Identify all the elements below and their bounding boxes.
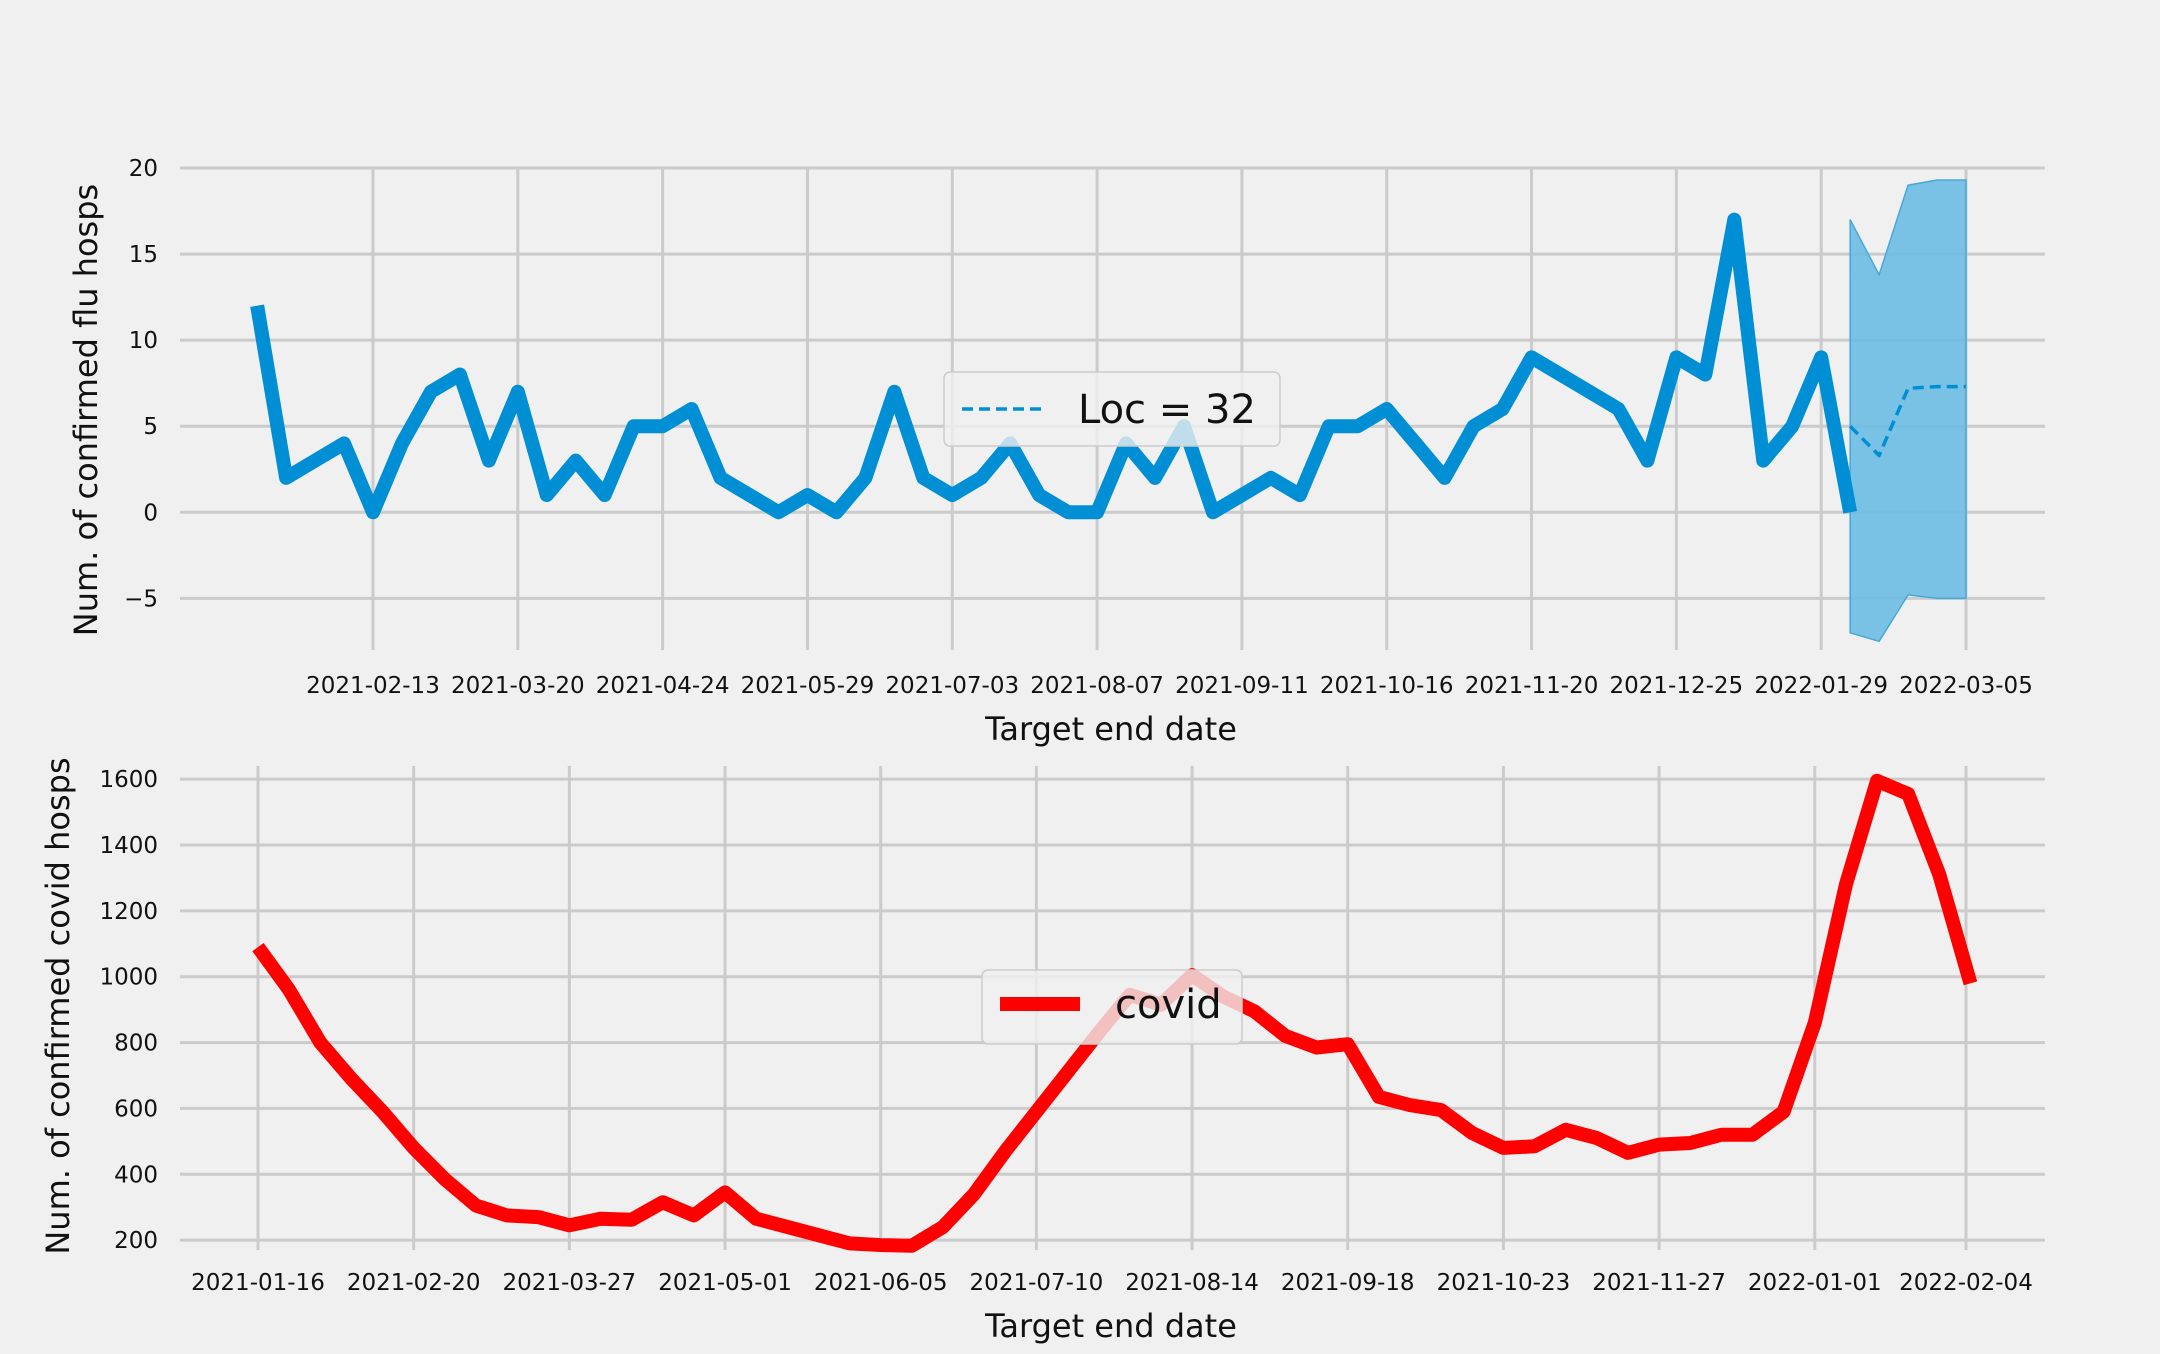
flu-x-ticks: 2021-02-13 2021-03-20 2021-04-24 2021-05-29…: [306, 673, 2033, 699]
y-tick-label: 10: [129, 328, 158, 354]
flu-legend-label: Loc = 32: [1078, 387, 1256, 433]
x-tick-label: 2021-03-20: [451, 673, 585, 699]
y-tick-label: 5: [143, 414, 158, 440]
flu-y-axis-label: Num. of confirmed flu hosps: [67, 184, 105, 636]
flu-prediction-band-group: [1849, 179, 1967, 643]
x-tick-label: 2021-11-20: [1465, 673, 1599, 699]
x-tick-label: 2021-01-16: [191, 1270, 325, 1296]
y-tick-label: 200: [114, 1228, 158, 1254]
flu-chart: −5 0 5 10 15 20 2021-02-13 2021-03-20 2021-04-2…: [67, 156, 2045, 748]
flu-y-ticks: −5 0 5 10 15 20: [124, 156, 158, 612]
prediction-interval-band: [1849, 179, 1967, 643]
flu-x-axis-label: Target end date: [984, 710, 1237, 748]
covid-y-ticks: 200 400 600 800 1000 1200 1400 1600: [99, 767, 158, 1254]
x-tick-label: 2022-02-04: [1899, 1270, 2033, 1296]
y-tick-label: 0: [143, 500, 158, 526]
x-tick-label: 2021-06-05: [814, 1270, 948, 1296]
x-tick-label: 2022-03-05: [1899, 673, 2033, 699]
x-tick-label: 2021-10-16: [1320, 673, 1454, 699]
x-tick-label: 2022-01-01: [1748, 1270, 1882, 1296]
flu-legend: Loc = 32: [943, 371, 1281, 447]
y-tick-label: 15: [129, 242, 158, 268]
covid-x-axis-label: Target end date: [984, 1307, 1237, 1345]
covid-legend: covid: [981, 969, 1243, 1045]
x-tick-label: 2021-08-14: [1125, 1270, 1259, 1296]
y-tick-label: 1400: [99, 833, 158, 859]
flu-legend-box: [943, 371, 1281, 447]
x-tick-label: 2021-10-23: [1437, 1270, 1571, 1296]
x-tick-label: 2021-05-29: [741, 673, 875, 699]
x-tick-label: 2021-09-18: [1281, 1270, 1415, 1296]
covid-legend-box: [981, 969, 1243, 1045]
x-tick-label: 2021-07-10: [970, 1270, 1104, 1296]
x-tick-label: 2021-11-27: [1592, 1270, 1726, 1296]
forecast-dashed-line: [1848, 384, 1966, 458]
x-tick-label: 2021-07-03: [885, 673, 1019, 699]
x-tick-label: 2021-02-20: [347, 1270, 481, 1296]
flu-series-line: [250, 212, 1858, 520]
covid-x-ticks: 2021-01-16 2021-02-20 2021-03-27 2021-05-01…: [191, 1270, 2033, 1296]
y-tick-label: 800: [114, 1031, 158, 1057]
y-tick-label: 1000: [99, 965, 158, 991]
y-tick-label: 1200: [99, 899, 158, 925]
flu-series-group: [250, 212, 1966, 520]
x-tick-label: 2021-09-11: [1175, 673, 1309, 699]
x-tick-label: 2021-04-24: [596, 673, 730, 699]
x-tick-label: 2021-02-13: [306, 673, 440, 699]
y-tick-label: 400: [114, 1162, 158, 1188]
y-tick-label: −5: [124, 586, 158, 612]
x-tick-label: 2021-03-27: [503, 1270, 637, 1296]
y-tick-label: 20: [129, 156, 158, 182]
x-tick-label: 2021-05-01: [658, 1270, 792, 1296]
y-tick-label: 1600: [99, 767, 158, 793]
covid-y-axis-label: Num. of confirmed covid hosps: [39, 757, 77, 1254]
x-tick-label: 2022-01-29: [1754, 673, 1888, 699]
x-tick-label: 2021-12-25: [1610, 673, 1744, 699]
x-tick-label: 2021-08-07: [1030, 673, 1164, 699]
covid-legend-label: covid: [1115, 982, 1222, 1028]
y-tick-label: 600: [114, 1096, 158, 1122]
